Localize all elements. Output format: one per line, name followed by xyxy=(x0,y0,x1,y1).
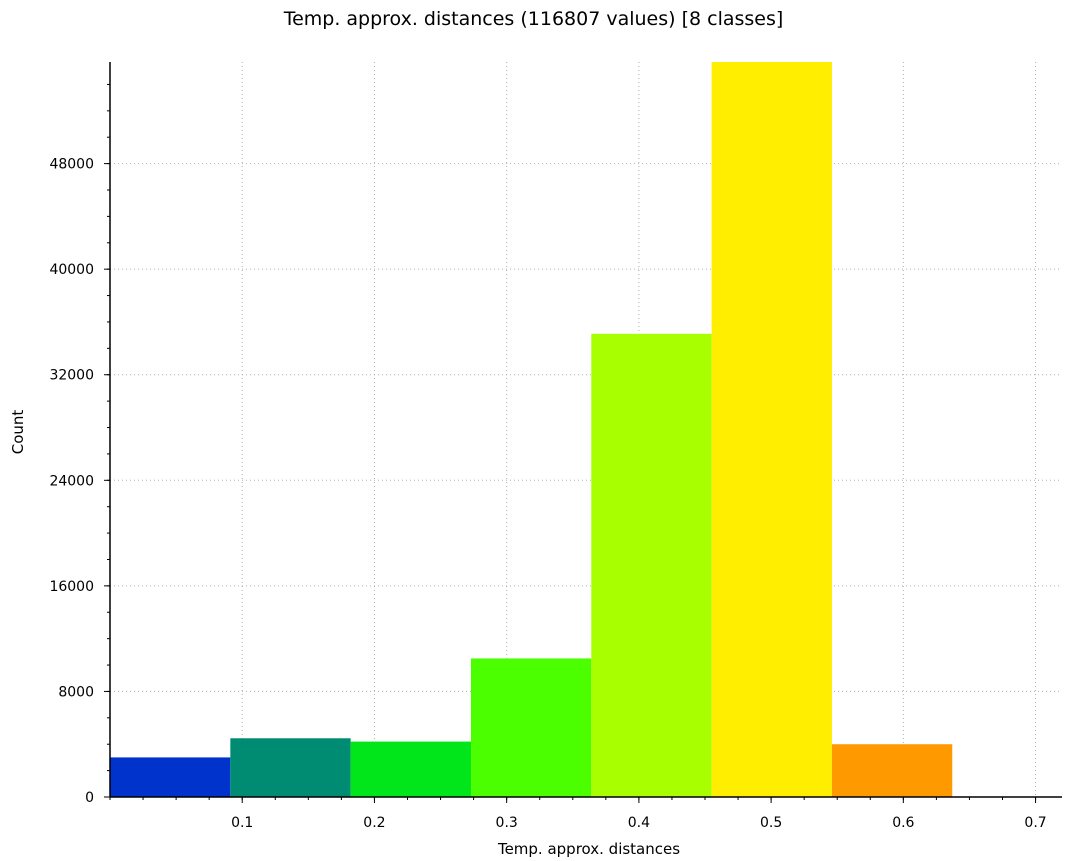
tick-labels: 0 8000 16000 24000 32000 40000 48000 0.1 0.2 0.3 0… xyxy=(49,157,1046,831)
y-tick-label: 40000 xyxy=(49,262,94,278)
histogram-bar xyxy=(831,744,953,797)
histogram-bar xyxy=(591,333,712,797)
histogram-bar xyxy=(230,738,351,797)
x-tick-label: 0.1 xyxy=(231,815,253,831)
histogram-bar xyxy=(711,62,832,797)
y-tick-label: 16000 xyxy=(49,579,94,595)
y-tick-label: 0 xyxy=(85,790,94,806)
y-tick-label: 24000 xyxy=(49,473,94,489)
histogram-bar xyxy=(110,757,231,797)
tick-marks xyxy=(104,83,1037,803)
chart-title: Temp. approx. distances (116807 values) … xyxy=(283,8,784,30)
x-tick-label: 0.3 xyxy=(496,815,518,831)
x-tick-label: 0.5 xyxy=(760,815,782,831)
y-tick-label: 32000 xyxy=(49,368,94,384)
x-tick-label: 0.4 xyxy=(628,815,650,831)
histogram-bar xyxy=(470,658,592,797)
x-tick-label: 0.2 xyxy=(363,815,385,831)
histogram-bar xyxy=(350,741,471,797)
x-axis-title: Temp. approx. distances xyxy=(497,840,680,858)
y-axis-title: Count xyxy=(9,410,27,455)
y-tick-label: 8000 xyxy=(58,684,94,700)
x-tick-label: 0.7 xyxy=(1024,815,1046,831)
y-tick-label: 48000 xyxy=(49,157,94,173)
x-tick-label: 0.6 xyxy=(892,815,914,831)
histogram-bars xyxy=(110,62,953,797)
